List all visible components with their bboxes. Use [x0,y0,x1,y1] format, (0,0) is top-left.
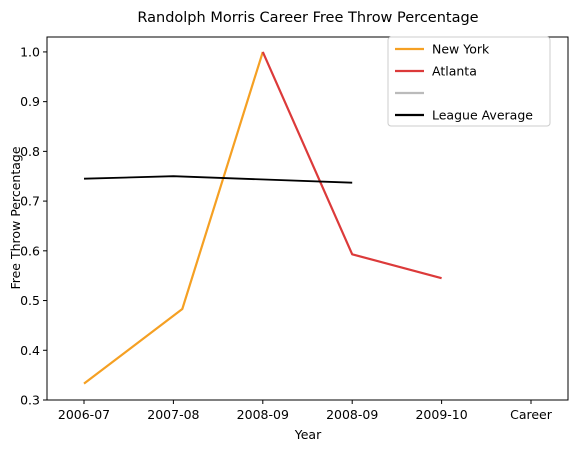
y-tick-label: 0.5 [20,293,40,308]
chart-title: Randolph Morris Career Free Throw Percen… [137,10,478,26]
series-line-3 [83,175,353,184]
y-tick-label: 0.8 [20,144,40,159]
y-tick-label: 0.7 [20,194,40,209]
x-tick-label: Career [510,407,553,422]
x-tick-label: 2007-08 [147,407,199,422]
x-tick-label: 2008-09 [237,407,289,422]
legend-label: Atlanta [432,64,477,79]
plot-frame [46,36,569,401]
x-tick-label: 2008-09 [326,407,378,422]
y-axis: 0.3 0.4 0.5 0.6 0.7 0.8 0.9 1.0 [20,44,47,408]
y-axis-label: Free Throw Percentage [8,146,23,289]
y-tick-label: 0.6 [20,243,40,258]
series-line-0 [83,51,264,385]
legend-frame [387,36,551,127]
legend: New York Atlanta League Average [387,36,551,127]
series-line-1 [261,51,442,280]
y-tick-label: 0.3 [20,393,40,408]
y-tick-label: 0.4 [20,343,40,358]
x-tick-label: 2006-07 [58,407,110,422]
plot-area [83,51,442,385]
x-axis-label: Year [294,427,322,442]
x-axis: 2006-07 2007-08 2008-09 2008-09 2009-10 Caree… [58,400,553,422]
legend-label: New York [432,42,490,57]
legend-label: League Average [432,108,533,123]
y-tick-label: 1.0 [20,44,40,59]
x-tick-label: 2009-10 [415,407,467,422]
y-tick-label: 0.9 [20,94,40,109]
